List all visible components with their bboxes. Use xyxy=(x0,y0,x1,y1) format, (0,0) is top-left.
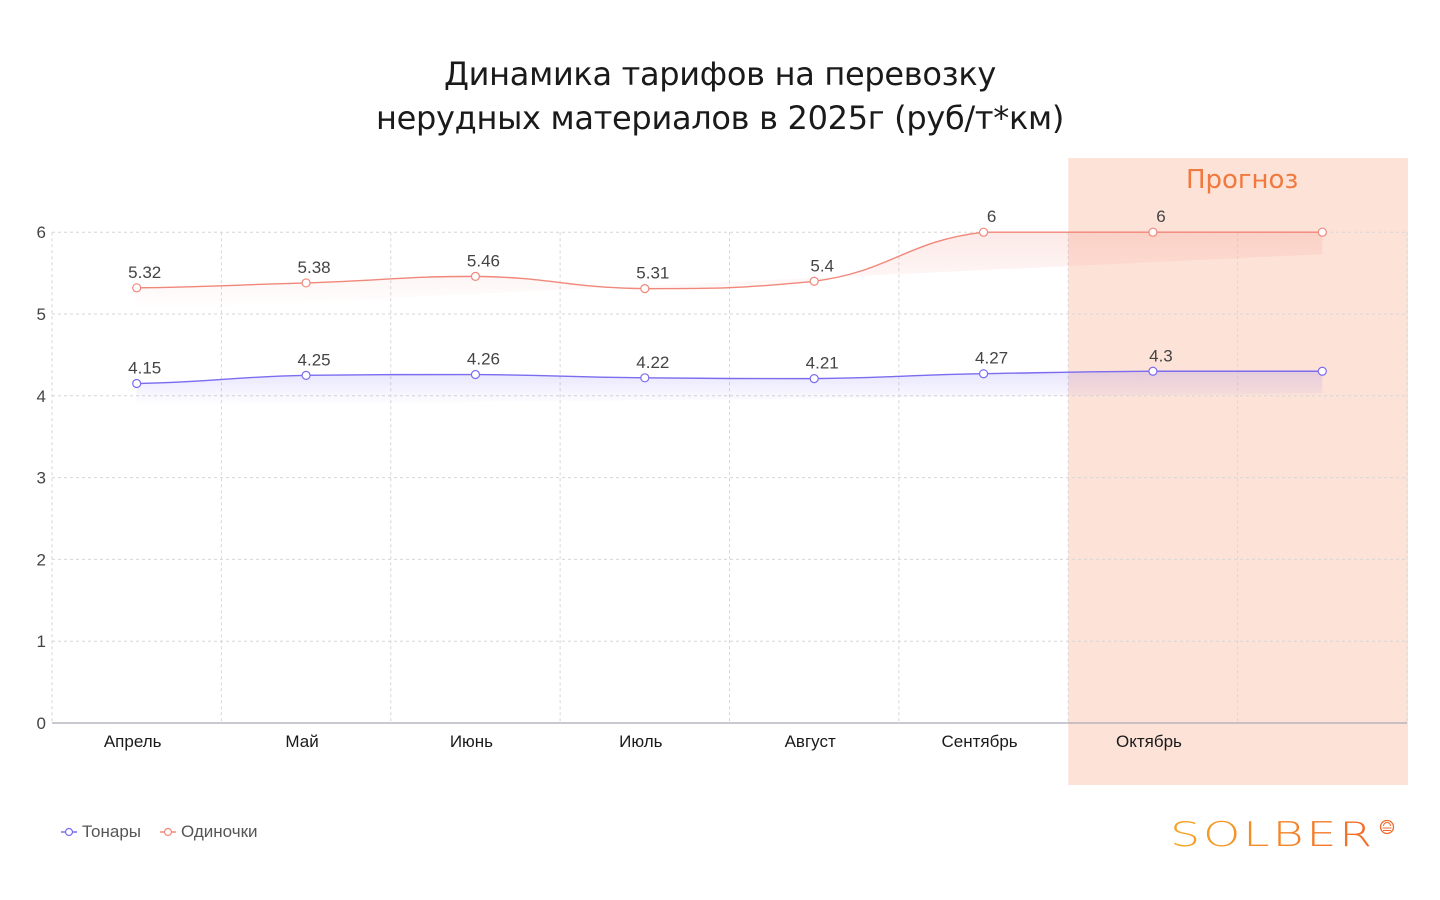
data-label: 4.26 xyxy=(467,350,500,369)
x-tick-label: Май xyxy=(285,732,318,751)
data-point-odinochki[interactable] xyxy=(640,284,650,294)
data-point-tonary[interactable] xyxy=(301,370,311,380)
data-label: 4.25 xyxy=(298,350,331,369)
x-tick-label: Октябрь xyxy=(1116,732,1182,751)
chart-title-line1: Динамика тарифов на перевозку xyxy=(443,55,997,93)
legend-marker-icon xyxy=(160,827,177,837)
data-point-odinochki[interactable] xyxy=(132,283,142,293)
chart-title: Динамика тарифов на перевозку нерудных м… xyxy=(0,52,1440,140)
data-point-tonary[interactable] xyxy=(978,369,989,379)
data-point-odinochki[interactable] xyxy=(470,271,481,281)
series-line-odinochki xyxy=(136,231,1323,290)
y-tick-label: 3 xyxy=(37,469,46,488)
data-label: 6 xyxy=(987,207,996,226)
data-point-odinochki[interactable] xyxy=(1317,227,1327,237)
solber-logo: SOLBER xyxy=(1170,812,1400,857)
data-label: 4.3 xyxy=(1149,346,1173,365)
svg-text:SOLBER: SOLBER xyxy=(1170,815,1375,852)
y-tick-label: 2 xyxy=(37,550,46,569)
data-point-tonary[interactable] xyxy=(640,373,650,383)
legend-marker-icon xyxy=(61,827,77,837)
legend-label: Тонары xyxy=(82,822,142,841)
x-tick-label: Июнь xyxy=(450,732,493,751)
data-label: 4.22 xyxy=(636,353,669,372)
data-point-odinochki[interactable] xyxy=(809,276,819,286)
data-label: 6 xyxy=(1156,207,1165,226)
data-label: 4.27 xyxy=(975,349,1008,368)
data-label: 4.15 xyxy=(128,359,161,378)
legend-item-tonary[interactable]: Тонары xyxy=(60,822,141,842)
y-tick-label: 5 xyxy=(37,305,46,324)
data-label: 5.4 xyxy=(810,256,834,275)
y-tick-label: 6 xyxy=(37,223,46,242)
data-point-tonary[interactable] xyxy=(1148,366,1158,376)
data-point-tonary[interactable] xyxy=(1317,366,1327,376)
forecast-label: Прогноз xyxy=(1186,165,1298,195)
series-line-tonary xyxy=(136,370,1323,385)
x-tick-label: Апрель xyxy=(104,732,162,751)
data-point-odinochki[interactable] xyxy=(1148,227,1158,237)
legend-item-odinochki[interactable]: Одиночки xyxy=(159,822,258,842)
legend-label: Одиночки xyxy=(181,822,258,841)
data-label: 5.46 xyxy=(467,251,500,270)
chart-title-line2: нерудных материалов в 2025г (руб/т*км) xyxy=(375,99,1065,137)
data-point-odinochki[interactable] xyxy=(978,227,989,237)
y-tick-label: 0 xyxy=(37,714,46,733)
data-label: 5.32 xyxy=(128,263,161,282)
x-tick-label: Август xyxy=(785,732,836,751)
y-tick-label: 4 xyxy=(37,387,46,406)
y-tick-label: 1 xyxy=(37,632,46,651)
data-point-tonary[interactable] xyxy=(132,378,142,389)
data-point-tonary[interactable] xyxy=(809,374,819,384)
data-label: 4.21 xyxy=(806,354,839,373)
sun-icon xyxy=(1379,819,1395,835)
x-tick-label: Июль xyxy=(619,732,663,751)
data-label: 5.38 xyxy=(298,258,331,277)
legend: Тонары Одиночки xyxy=(60,822,258,842)
data-label: 5.31 xyxy=(636,264,669,283)
data-point-tonary[interactable] xyxy=(470,369,481,380)
x-tick-label: Сентябрь xyxy=(941,732,1017,751)
data-point-odinochki[interactable] xyxy=(301,278,311,288)
